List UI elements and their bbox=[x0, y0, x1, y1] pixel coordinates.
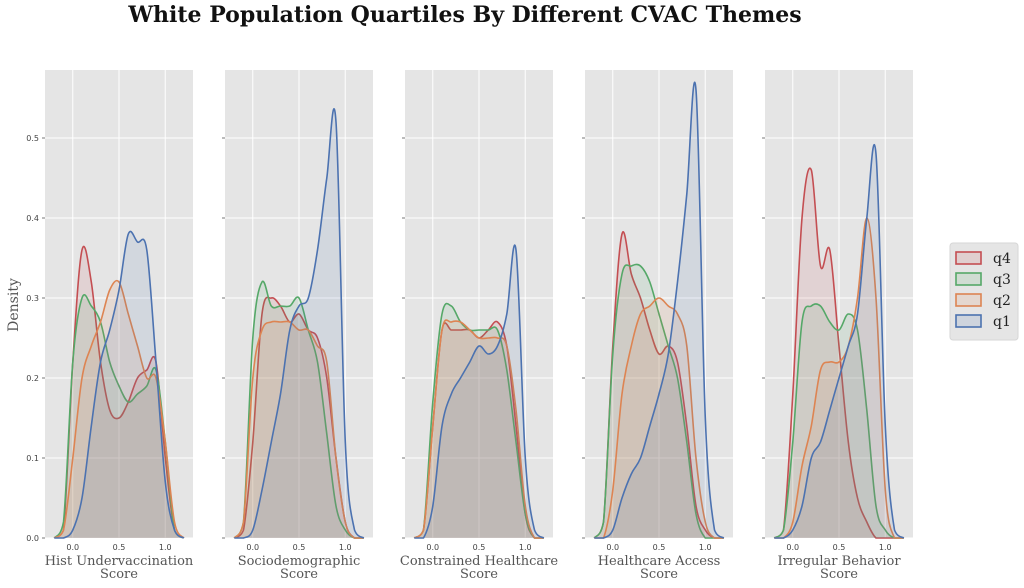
density-line-q1 bbox=[414, 244, 545, 539]
density-line-q2 bbox=[774, 217, 904, 539]
legend-label: q1 bbox=[993, 314, 1011, 330]
density-area-q1 bbox=[594, 82, 724, 538]
x-axis-label: Constrained Healthcare bbox=[400, 554, 558, 569]
density-line-q3 bbox=[773, 303, 904, 539]
x-axis-label: Score bbox=[640, 567, 678, 582]
density-line-q3 bbox=[233, 280, 364, 539]
x-tick-label: 1.0 bbox=[699, 543, 712, 552]
x-axis-label: Hist Undervaccination bbox=[45, 554, 194, 569]
density-area-q3 bbox=[594, 264, 724, 538]
y-tick-label: 0.1 bbox=[26, 454, 39, 463]
legend-item-q3: q3 bbox=[955, 272, 1011, 288]
density-area-q3 bbox=[414, 303, 544, 538]
legend-swatch bbox=[955, 272, 982, 286]
y-axis-label: Density bbox=[6, 278, 22, 332]
legend-label: q3 bbox=[993, 272, 1011, 288]
x-tick-label: 0.0 bbox=[606, 543, 619, 552]
density-area-q4 bbox=[414, 321, 544, 538]
y-tick-label: 0.4 bbox=[26, 214, 39, 223]
x-axis-label: Sociodemographic bbox=[238, 554, 361, 569]
x-tick-label: 0.5 bbox=[473, 543, 486, 552]
legend-swatch bbox=[955, 251, 982, 265]
y-tick-label: 0.0 bbox=[26, 534, 39, 543]
density-line-q3 bbox=[413, 302, 544, 539]
x-tick-label: 1.0 bbox=[519, 543, 532, 552]
density-line-q2 bbox=[413, 319, 544, 539]
x-tick-label: 0.0 bbox=[66, 543, 79, 552]
legend-swatch bbox=[955, 314, 982, 328]
legend: q4 q3 q2 q1 bbox=[949, 242, 1019, 341]
density-line-q1 bbox=[594, 81, 725, 539]
density-line-q2 bbox=[594, 297, 724, 539]
legend-swatch bbox=[955, 293, 982, 307]
density-line-q1 bbox=[54, 230, 185, 539]
density-line-q3 bbox=[593, 263, 724, 539]
x-axis-label: Score bbox=[820, 567, 858, 582]
density-area-q2 bbox=[594, 298, 724, 538]
density-area-q1 bbox=[774, 144, 904, 538]
panels: 0.0 0.5 1.0 0.0 0.1 0.2 0.3 0.4 0.5 Hist Undervac… bbox=[26, 70, 913, 582]
density-area-q3 bbox=[54, 294, 184, 538]
x-tick-label: 0.5 bbox=[653, 543, 666, 552]
legend-label: q4 bbox=[993, 251, 1011, 267]
legend-label: q2 bbox=[993, 293, 1011, 309]
x-tick-label: 0.5 bbox=[113, 543, 126, 552]
panel-1: 0.0 0.5 1.0 0.0 0.1 0.2 0.3 0.4 0.5 Hist Undervac… bbox=[26, 70, 194, 582]
x-axis-label: Score bbox=[280, 567, 318, 582]
density-line-q2 bbox=[233, 320, 364, 539]
x-tick-label: 0.0 bbox=[426, 543, 439, 552]
x-tick-label: 0.0 bbox=[246, 543, 259, 552]
chart-title: White Population Quartiles By Different … bbox=[127, 2, 801, 28]
x-axis-label: Score bbox=[100, 567, 138, 582]
x-tick-label: 1.0 bbox=[339, 543, 352, 552]
density-line-q1 bbox=[234, 108, 365, 539]
x-tick-label: 1.0 bbox=[879, 543, 892, 552]
density-area-q2 bbox=[234, 321, 364, 538]
density-line-q4 bbox=[773, 167, 904, 539]
density-area-q1 bbox=[414, 245, 544, 538]
x-axis-label: Healthcare Access bbox=[598, 554, 721, 569]
x-tick-label: 0.5 bbox=[293, 543, 306, 552]
density-area-q2 bbox=[54, 280, 184, 538]
density-line-q1 bbox=[774, 144, 905, 539]
density-area-q4 bbox=[594, 231, 724, 538]
y-tick-label: 0.5 bbox=[26, 134, 39, 143]
x-tick-label: 1.0 bbox=[159, 543, 172, 552]
y-tick-label: 0.2 bbox=[26, 374, 39, 383]
legend-item-q1: q1 bbox=[955, 314, 1011, 330]
x-tick-label: 0.0 bbox=[786, 543, 799, 552]
density-line-q2 bbox=[53, 279, 185, 539]
legend-item-q4: q4 bbox=[955, 251, 1011, 267]
x-axis-label: Score bbox=[460, 567, 498, 582]
x-tick-label: 0.5 bbox=[833, 543, 846, 552]
density-area-q1 bbox=[234, 108, 364, 539]
y-tick-label: 0.3 bbox=[26, 294, 39, 303]
legend-item-q2: q2 bbox=[955, 293, 1011, 309]
x-axis-label: Irregular Behavior bbox=[777, 554, 901, 569]
